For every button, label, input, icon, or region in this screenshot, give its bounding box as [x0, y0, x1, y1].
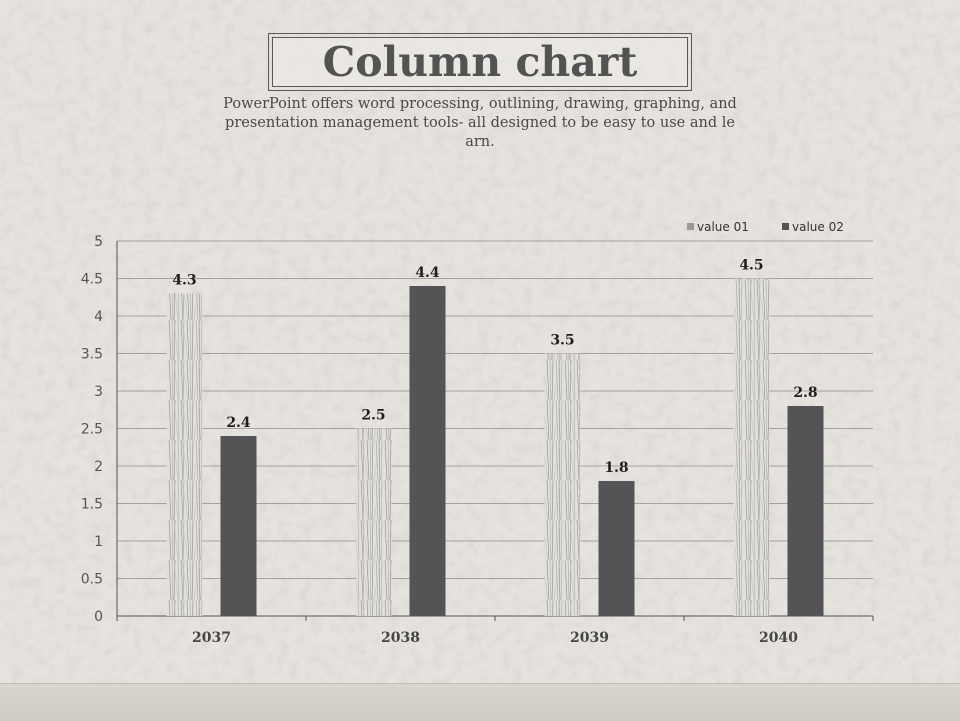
data-label: 2.4 — [226, 415, 251, 431]
slide-floor-strip — [0, 683, 960, 721]
bar-1-2037 — [166, 293, 203, 616]
data-label: 4.4 — [415, 265, 440, 281]
bar-2-2037 — [220, 436, 257, 616]
y-tick-label: 1 — [94, 534, 103, 550]
data-label: 1.8 — [604, 460, 628, 476]
y-tick-label: 3.5 — [81, 347, 103, 363]
bar-2-2038 — [409, 286, 446, 616]
y-tick-label: 2.5 — [81, 422, 103, 438]
y-tick-label: 2 — [94, 459, 103, 475]
data-label: 2.5 — [361, 408, 385, 424]
y-tick-label: 3 — [94, 384, 103, 400]
data-label: 3.5 — [550, 333, 574, 349]
y-tick-label: 1.5 — [81, 497, 103, 513]
y-tick-label: 5 — [94, 234, 103, 250]
subtitle-line: presentation management tools- all desig… — [225, 115, 735, 131]
x-tick-label: 2037 — [192, 630, 231, 646]
bar-1-2038 — [355, 428, 392, 616]
subtitle-line: PowerPoint offers word processing, outli… — [223, 96, 737, 112]
bar-1-2040 — [733, 278, 770, 616]
slide-title: Column chart — [272, 37, 688, 87]
x-tick-label: 2038 — [381, 630, 420, 646]
legend-label: value 01 — [697, 220, 749, 234]
y-tick-label: 4 — [94, 309, 103, 325]
bar-1-2039 — [544, 353, 581, 616]
y-tick-label: 0.5 — [81, 572, 103, 588]
title-frame: Column chart — [268, 33, 692, 91]
data-label: 4.3 — [172, 273, 196, 289]
data-label: 2.8 — [793, 385, 817, 401]
y-tick-label: 4.5 — [81, 272, 103, 288]
legend-swatch — [687, 223, 694, 230]
bar-2-2040 — [787, 406, 824, 616]
legend-label: value 02 — [792, 220, 844, 234]
subtitle-line: arn. — [465, 134, 495, 150]
data-label: 4.5 — [739, 258, 763, 274]
x-tick-label: 2039 — [570, 630, 609, 646]
x-tick-label: 2040 — [759, 630, 798, 646]
bar-2-2039 — [598, 481, 635, 616]
slide-subtitle: PowerPoint offers word processing, outli… — [210, 95, 750, 152]
y-tick-label: 0 — [94, 609, 103, 625]
legend-swatch — [782, 223, 789, 230]
